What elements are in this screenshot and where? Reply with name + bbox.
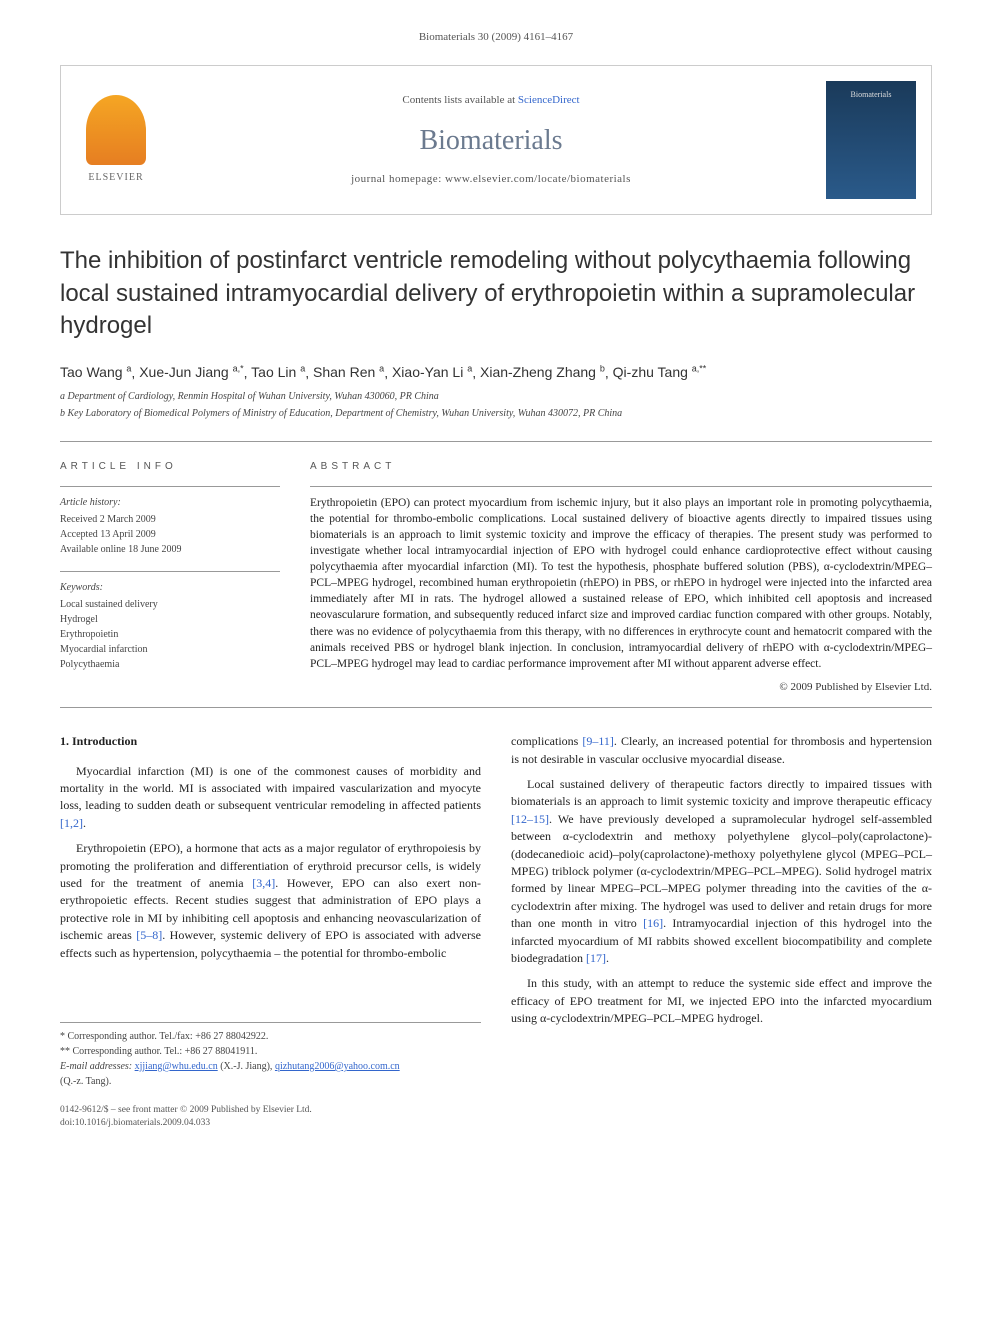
journal-name: Biomaterials bbox=[419, 121, 562, 160]
page-footer: 0142-9612/$ – see front matter © 2009 Pu… bbox=[60, 1104, 932, 1131]
citation-ref[interactable]: [9–11] bbox=[582, 734, 614, 748]
article-info-heading: ARTICLE INFO bbox=[60, 460, 280, 474]
journal-cover-thumb: Biomaterials bbox=[826, 81, 916, 199]
keywords-label: Keywords: bbox=[60, 580, 280, 595]
abstract-copyright: © 2009 Published by Elsevier Ltd. bbox=[310, 680, 932, 695]
affiliations: a Department of Cardiology, Renmin Hospi… bbox=[60, 389, 932, 421]
corr-author-1: * Corresponding author. Tel./fax: +86 27… bbox=[60, 1029, 481, 1044]
author: Shan Ren a bbox=[313, 364, 384, 380]
sciencedirect-link[interactable]: ScienceDirect bbox=[518, 94, 580, 106]
paragraph: Myocardial infarction (MI) is one of the… bbox=[60, 763, 481, 833]
keyword: Myocardial infarction bbox=[60, 642, 280, 657]
email-link[interactable]: xjjiang@whu.edu.cn bbox=[135, 1061, 218, 1072]
author: Xiao-Yan Li a bbox=[392, 364, 472, 380]
accepted-date: Accepted 13 April 2009 bbox=[60, 527, 280, 542]
author: Qi-zhu Tang a,** bbox=[613, 364, 707, 380]
keyword: Erythropoietin bbox=[60, 627, 280, 642]
citation-ref[interactable]: [5–8] bbox=[136, 928, 162, 942]
keyword: Hydrogel bbox=[60, 612, 280, 627]
author: Tao Wang a bbox=[60, 364, 131, 380]
author: Tao Lin a bbox=[251, 364, 305, 380]
journal-center: Contents lists available at ScienceDirec… bbox=[171, 66, 811, 214]
paragraph: Erythropoietin (EPO), a hormone that act… bbox=[60, 840, 481, 962]
article-title: The inhibition of postinfarct ventricle … bbox=[60, 245, 932, 342]
body-columns: 1. Introduction Myocardial infarction (M… bbox=[60, 733, 932, 1089]
online-date: Available online 18 June 2009 bbox=[60, 542, 280, 557]
contents-available-line: Contents lists available at ScienceDirec… bbox=[402, 93, 579, 108]
publisher-logo: ELSEVIER bbox=[61, 66, 171, 214]
keyword: Local sustained delivery bbox=[60, 597, 280, 612]
citation-ref[interactable]: [3,4] bbox=[252, 876, 275, 890]
citation-ref[interactable]: [16] bbox=[643, 916, 663, 930]
right-column: complications [9–11]. Clearly, an increa… bbox=[511, 733, 932, 1089]
info-abstract-row: ARTICLE INFO Article history: Received 2… bbox=[60, 442, 932, 707]
affiliation-a: a Department of Cardiology, Renmin Hospi… bbox=[60, 389, 932, 404]
received-date: Received 2 March 2009 bbox=[60, 512, 280, 527]
doi-line: doi:10.1016/j.biomaterials.2009.04.033 bbox=[60, 1117, 932, 1130]
journal-masthead: ELSEVIER Contents lists available at Sci… bbox=[60, 65, 932, 215]
corresponding-footnotes: * Corresponding author. Tel./fax: +86 27… bbox=[60, 1022, 481, 1089]
journal-url: www.elsevier.com/locate/biomaterials bbox=[445, 173, 631, 185]
author: Xue-Jun Jiang a,* bbox=[139, 364, 243, 380]
keyword: Polycythaemia bbox=[60, 657, 280, 672]
left-column: 1. Introduction Myocardial infarction (M… bbox=[60, 733, 481, 1089]
intro-heading: 1. Introduction bbox=[60, 733, 481, 750]
publisher-name: ELSEVIER bbox=[88, 171, 143, 185]
history-block: Article history: Received 2 March 2009 A… bbox=[60, 486, 280, 557]
citation-ref[interactable]: [17] bbox=[586, 951, 606, 965]
abstract-col: ABSTRACT Erythropoietin (EPO) can protec… bbox=[310, 460, 932, 695]
affiliation-b: b Key Laboratory of Biomedical Polymers … bbox=[60, 406, 932, 421]
corr-author-2: ** Corresponding author. Tel.: +86 27 88… bbox=[60, 1044, 481, 1059]
journal-homepage-line: journal homepage: www.elsevier.com/locat… bbox=[351, 172, 631, 187]
author: Xian-Zheng Zhang b bbox=[480, 364, 605, 380]
abstract-heading: ABSTRACT bbox=[310, 460, 932, 474]
author-list: Tao Wang a, Xue-Jun Jiang a,*, Tao Lin a… bbox=[60, 363, 932, 383]
citation-ref[interactable]: [12–15] bbox=[511, 812, 549, 826]
running-header: Biomaterials 30 (2009) 4161–4167 bbox=[0, 0, 992, 55]
citation: Biomaterials 30 (2009) 4161–4167 bbox=[419, 31, 573, 43]
keywords-block: Keywords: Local sustained delivery Hydro… bbox=[60, 571, 280, 672]
elsevier-tree-icon bbox=[86, 95, 146, 165]
abstract-text: Erythropoietin (EPO) can protect myocard… bbox=[310, 495, 932, 672]
history-label: Article history: bbox=[60, 495, 280, 510]
email-link[interactable]: qizhutang2006@yahoo.com.cn bbox=[275, 1061, 400, 1072]
divider bbox=[60, 707, 932, 708]
paragraph: Local sustained delivery of therapeutic … bbox=[511, 776, 932, 967]
citation-ref[interactable]: [1,2] bbox=[60, 816, 83, 830]
paragraph: complications [9–11]. Clearly, an increa… bbox=[511, 733, 932, 768]
article-info-col: ARTICLE INFO Article history: Received 2… bbox=[60, 460, 280, 695]
front-matter-line: 0142-9612/$ – see front matter © 2009 Pu… bbox=[60, 1104, 932, 1117]
paragraph: In this study, with an attempt to reduce… bbox=[511, 975, 932, 1027]
email-line: E-mail addresses: xjjiang@whu.edu.cn (X.… bbox=[60, 1059, 481, 1089]
